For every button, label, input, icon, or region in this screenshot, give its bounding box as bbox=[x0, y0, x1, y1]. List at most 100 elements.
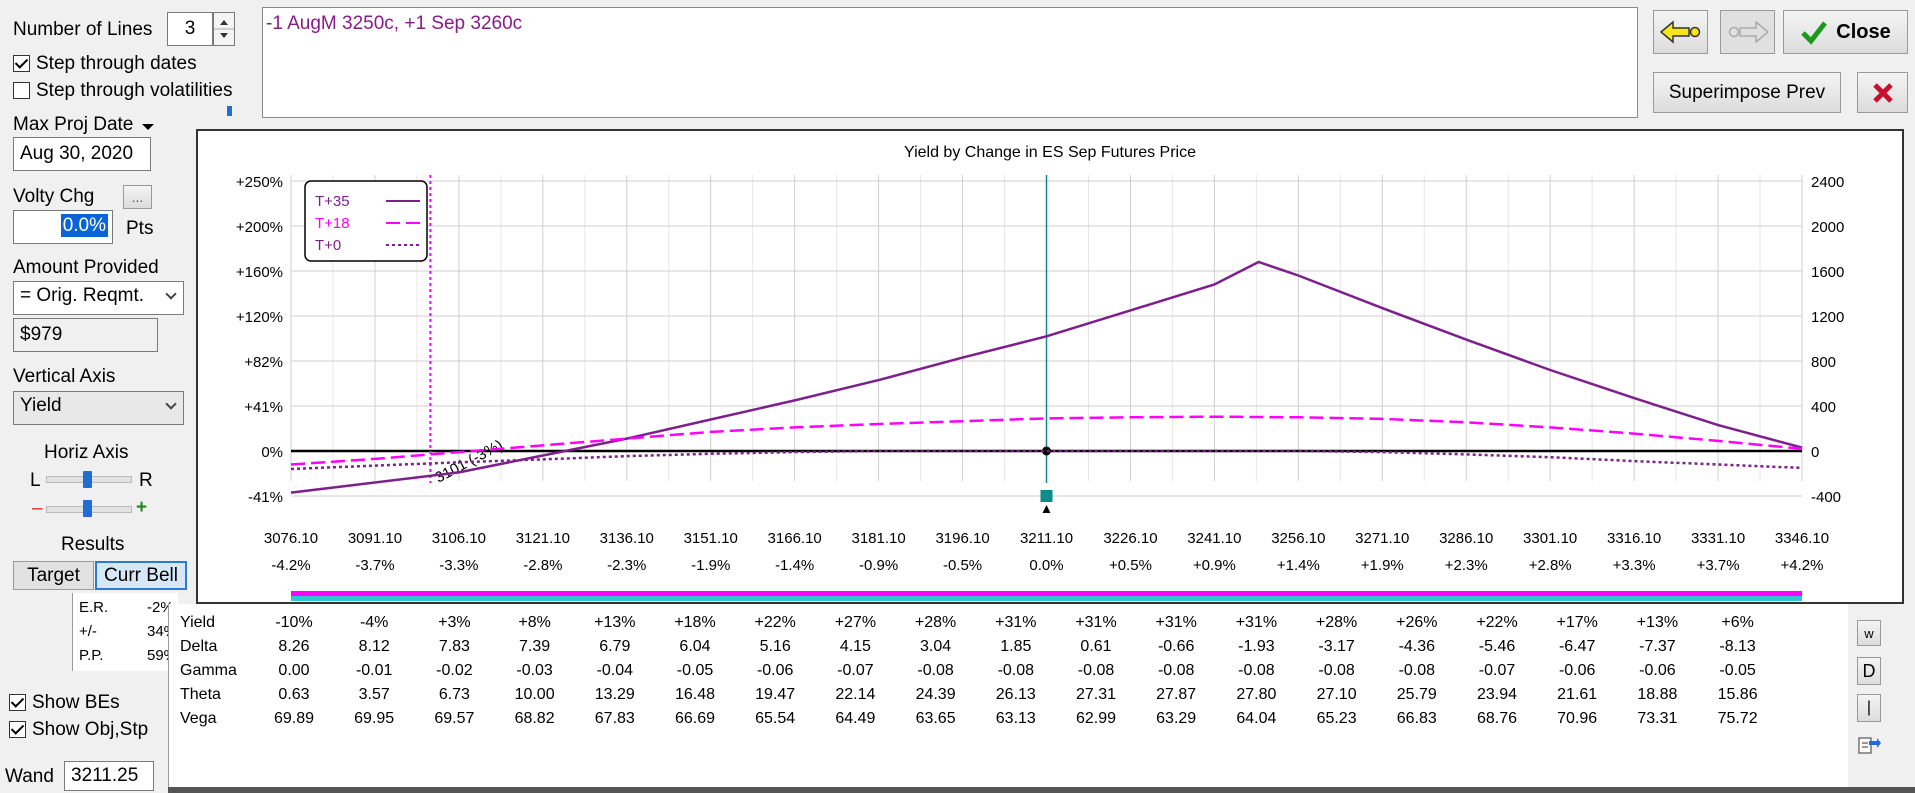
show-obj-checkbox[interactable] bbox=[9, 721, 26, 738]
x-pct-label: -1.9% bbox=[691, 557, 730, 574]
greek-cell: 19.47 bbox=[755, 686, 796, 703]
y-right-tick: 2000 bbox=[1811, 219, 1844, 236]
greek-cell: 8.26 bbox=[278, 638, 310, 655]
range-bar-magenta bbox=[291, 591, 1802, 596]
greek-cell: -0.08 bbox=[1077, 662, 1115, 679]
max-proj-date-label[interactable]: Max Proj Date bbox=[13, 114, 134, 135]
y-left-tick: +41% bbox=[244, 399, 283, 416]
wand-label: Wand bbox=[5, 766, 54, 787]
greek-cell: 27.10 bbox=[1316, 686, 1357, 703]
pm-label: +/- bbox=[79, 623, 97, 640]
greek-cell: -7.37 bbox=[1639, 638, 1676, 655]
prev-arrow-button[interactable] bbox=[1653, 10, 1708, 54]
max-proj-date-input[interactable]: Aug 30, 2020 bbox=[13, 137, 151, 171]
zoom-slider-thumb[interactable] bbox=[83, 500, 92, 517]
x-tick-label: 3256.10 bbox=[1271, 530, 1325, 547]
greek-cell: 64.49 bbox=[835, 710, 876, 727]
greek-cell: -0.08 bbox=[997, 662, 1035, 679]
greek-cell: -0.66 bbox=[1157, 638, 1195, 655]
chevron-down-icon bbox=[165, 288, 177, 300]
x-tick-label: 3196.10 bbox=[935, 530, 989, 547]
greek-cell: -0.06 bbox=[1558, 662, 1596, 679]
greek-cell: 0.63 bbox=[278, 686, 310, 703]
current-price-marker bbox=[1040, 490, 1053, 502]
volty-chg-input[interactable]: 0.0% bbox=[13, 210, 113, 244]
breakeven-label: 3101 (-3%) bbox=[432, 437, 506, 487]
x-pct-label: +3.7% bbox=[1697, 557, 1740, 574]
greek-cell: 70.96 bbox=[1557, 710, 1598, 727]
greek-cell: -0.08 bbox=[1157, 662, 1195, 679]
side-i-button[interactable]: | bbox=[1857, 694, 1881, 722]
number-of-lines-spinner[interactable] bbox=[213, 12, 235, 46]
greek-cell: -0.05 bbox=[676, 662, 714, 679]
greek-cell: 27.31 bbox=[1075, 686, 1117, 703]
greek-cell: 13.29 bbox=[594, 686, 635, 703]
results-box: E.R. -2% +/- 34% P.P. 59% bbox=[72, 593, 178, 671]
close-button[interactable]: Close bbox=[1783, 10, 1908, 54]
position-scroll-indicator[interactable] bbox=[225, 106, 255, 116]
export-icon[interactable] bbox=[1857, 733, 1881, 757]
greek-cell: +8% bbox=[518, 614, 551, 631]
chevron-down-icon bbox=[165, 398, 177, 410]
superimpose-prev-button[interactable]: Superimpose Prev bbox=[1653, 72, 1841, 113]
greek-row-label: Vega bbox=[180, 710, 217, 727]
greek-cell: -0.01 bbox=[355, 662, 393, 679]
y-left-tick: +120% bbox=[236, 309, 283, 326]
step-dates-checkbox[interactable] bbox=[13, 55, 30, 72]
yield-chart[interactable]: Yield by Change in ES Sep Futures Price 2… bbox=[198, 131, 1902, 602]
greek-cell: 18.88 bbox=[1637, 686, 1678, 703]
greek-cell: -0.06 bbox=[1639, 662, 1676, 679]
greek-cell: +28% bbox=[914, 614, 957, 631]
show-bes-checkbox[interactable] bbox=[9, 694, 26, 711]
x-tick-label: 3271.10 bbox=[1355, 530, 1409, 547]
side-d-button[interactable]: D bbox=[1857, 657, 1881, 685]
vertical-axis-select[interactable]: Yield bbox=[13, 391, 184, 425]
x-pct-label: +1.9% bbox=[1361, 557, 1404, 574]
volty-options-button[interactable]: ... bbox=[123, 185, 152, 209]
position-text-box[interactable]: -1 AugM 3250c, +1 Sep 3260c bbox=[262, 7, 1638, 118]
greek-cell: -0.08 bbox=[917, 662, 954, 679]
horiz-axis-slider-thumb[interactable] bbox=[83, 471, 92, 488]
greek-cell: +17% bbox=[1556, 614, 1598, 631]
x-tick-label: 3091.10 bbox=[348, 530, 402, 547]
vertical-axis-label: Vertical Axis bbox=[13, 366, 116, 387]
close-x-icon bbox=[1872, 82, 1893, 103]
horiz-axis-label: Horiz Axis bbox=[44, 442, 129, 463]
x-tick-label: 3286.10 bbox=[1439, 530, 1493, 547]
side-w-button[interactable]: w bbox=[1857, 620, 1881, 646]
legend-label: T+18 bbox=[315, 215, 350, 232]
x-tick-label: 3316.10 bbox=[1607, 530, 1661, 547]
number-of-lines-label: Number of Lines bbox=[13, 19, 153, 40]
position-text: -1 AugM 3250c, +1 Sep 3260c bbox=[266, 13, 523, 34]
x-pct-label: -3.3% bbox=[439, 557, 478, 574]
range-bar-cyan bbox=[291, 596, 1802, 601]
horiz-l-label: L bbox=[30, 470, 41, 491]
target-button[interactable]: Target bbox=[13, 561, 94, 590]
cancel-button[interactable] bbox=[1857, 72, 1908, 113]
greek-cell: 7.83 bbox=[438, 638, 470, 655]
step-vol-checkbox[interactable] bbox=[13, 82, 30, 99]
greek-cell: -0.07 bbox=[837, 662, 874, 679]
x-pct-label: +3.3% bbox=[1613, 557, 1656, 574]
x-tick-label: 3151.10 bbox=[684, 530, 738, 547]
curr-bell-button[interactable]: Curr Bell bbox=[95, 561, 187, 590]
x-pct-label: -2.3% bbox=[607, 557, 646, 574]
greek-cell: 8.12 bbox=[358, 638, 390, 655]
greek-cell: 4.15 bbox=[839, 638, 871, 655]
number-of-lines-input[interactable]: 3 bbox=[167, 12, 213, 46]
x-pct-label: +1.4% bbox=[1277, 557, 1320, 574]
next-arrow-button[interactable] bbox=[1720, 10, 1775, 54]
x-pct-label: -0.5% bbox=[943, 557, 982, 574]
amount-provided-select[interactable]: = Orig. Reqmt. bbox=[13, 281, 184, 315]
greek-cell: +3% bbox=[438, 614, 471, 631]
wand-input[interactable]: 3211.25 bbox=[64, 761, 154, 791]
x-tick-label: 3136.10 bbox=[600, 530, 654, 547]
greek-cell: 23.94 bbox=[1476, 686, 1518, 703]
chart-panel[interactable]: Yield by Change in ES Sep Futures Price 2… bbox=[196, 129, 1904, 604]
bottom-status-strip bbox=[168, 787, 1915, 793]
results-label: Results bbox=[61, 534, 125, 555]
greek-cell: 0.00 bbox=[278, 662, 310, 679]
max-proj-date-dropdown-icon[interactable] bbox=[141, 122, 155, 132]
greek-cell: +6% bbox=[1721, 614, 1754, 631]
greek-cell: 63.29 bbox=[1156, 710, 1197, 727]
